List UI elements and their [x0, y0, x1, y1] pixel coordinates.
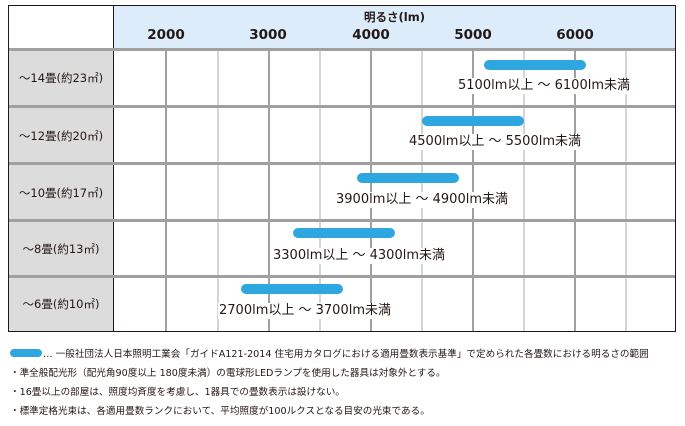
legend-bar-swatch	[10, 349, 42, 357]
range-bar-8-tatami	[293, 228, 395, 238]
gridline-3000	[268, 49, 270, 331]
row-label-12-tatami: 〜12畳(約20㎡)	[9, 107, 114, 164]
note-line: ・準全般配光形（配光角90度以上 180度未満）の電球形LEDランプを使用した器…	[10, 368, 446, 379]
tick-6000: 6000	[556, 27, 594, 43]
row-label-14-tatami: 〜14畳(約23㎡)	[9, 49, 114, 107]
range-label-6-tatami: 2700lm以上 〜 3700lm未満	[218, 303, 392, 319]
gridline-6500	[625, 49, 627, 331]
row-divider	[9, 105, 675, 108]
gridline-6000	[574, 49, 576, 331]
range-label-8-tatami: 3300lm以上 〜 4300lm未満	[272, 248, 446, 264]
gridline-2500	[217, 49, 219, 331]
tick-4000: 4000	[352, 27, 390, 43]
row-divider	[9, 275, 675, 278]
range-bar-12-tatami	[422, 116, 524, 126]
row-divider	[9, 219, 675, 222]
gridline-5500	[523, 49, 525, 331]
tick-5000: 5000	[454, 27, 492, 43]
legend-entry: … 一般社団法人日本照明工業会「ガイドA121-2014 住宅用カタログにおける…	[10, 345, 685, 364]
note-line: ・標準定格光束は、各適用畳数ランクにおいて、平均照度が100ルクスとなる目安の光…	[10, 406, 430, 417]
row-label-10-tatami: 〜10畳(約17㎡)	[9, 164, 114, 221]
lumen-scale-header: 明るさ(lm) 2000 3000 4000 5000 6000	[114, 6, 675, 49]
header-divider	[9, 48, 675, 51]
legend-text: … 一般社団法人日本照明工業会「ガイドA121-2014 住宅用カタログにおける…	[43, 349, 649, 360]
range-label-12-tatami: 4500lm以上 〜 5500lm未満	[408, 134, 582, 150]
header-corner-cell	[9, 6, 114, 49]
range-label-10-tatami: 3900lm以上 〜 4900lm未満	[335, 192, 509, 208]
gridline-3500	[319, 49, 321, 331]
row-label-6-tatami: 〜6畳(約10㎡)	[9, 277, 114, 331]
brightness-range-chart: 明るさ(lm) 2000 3000 4000 5000 6000 〜14畳(約2…	[8, 5, 676, 332]
gridline-4000	[370, 49, 372, 331]
note-line: ・16畳以上の部屋は、照度均斉度を考慮し、1器具での畳数表示は設けない。	[10, 387, 345, 398]
tick-3000: 3000	[249, 27, 287, 43]
row-label-8-tatami: 〜8畳(約13㎡)	[9, 221, 114, 277]
gridline-2000	[165, 49, 167, 331]
chart-notes: … 一般社団法人日本照明工業会「ガイドA121-2014 住宅用カタログにおける…	[10, 345, 685, 421]
range-bar-14-tatami	[484, 60, 586, 70]
range-bar-10-tatami	[357, 173, 459, 183]
range-bar-6-tatami	[241, 284, 343, 294]
gridline-5000	[472, 49, 474, 331]
range-label-14-tatami: 5100lm以上 〜 6100lm未満	[457, 78, 631, 94]
gridline-4500	[421, 49, 423, 331]
row-divider	[9, 162, 675, 165]
scale-title: 明るさ(lm)	[364, 10, 425, 24]
tick-2000: 2000	[147, 27, 185, 43]
